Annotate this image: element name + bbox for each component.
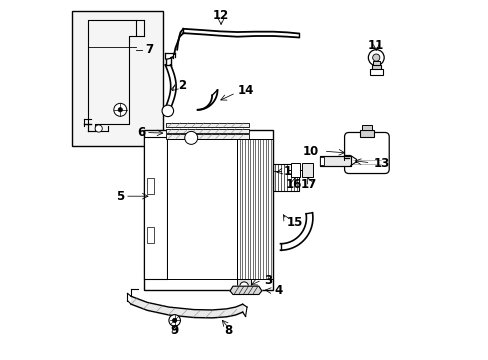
- Text: 16: 16: [285, 178, 302, 191]
- Text: 2: 2: [178, 79, 186, 92]
- Bar: [143, 137, 167, 279]
- Bar: [237, 139, 273, 279]
- Bar: [146, 178, 153, 194]
- Bar: [237, 279, 250, 293]
- Text: 17: 17: [301, 178, 317, 191]
- Text: 12: 12: [213, 9, 229, 22]
- Bar: [143, 130, 273, 290]
- Bar: [361, 125, 371, 130]
- Circle shape: [372, 54, 379, 61]
- Circle shape: [172, 318, 177, 323]
- Bar: [290, 163, 299, 177]
- Bar: [369, 69, 382, 75]
- Bar: [320, 156, 350, 166]
- Bar: [302, 163, 312, 177]
- FancyBboxPatch shape: [344, 132, 388, 174]
- Text: 10: 10: [303, 145, 319, 158]
- Circle shape: [118, 108, 122, 112]
- Circle shape: [239, 282, 248, 291]
- Bar: [273, 164, 298, 191]
- Text: 6: 6: [137, 126, 145, 139]
- Text: 13: 13: [373, 157, 389, 170]
- Text: 15: 15: [285, 216, 302, 229]
- Bar: [166, 123, 249, 127]
- Bar: [372, 61, 379, 66]
- Polygon shape: [230, 286, 261, 294]
- Text: 4: 4: [274, 284, 282, 297]
- Bar: [72, 11, 163, 146]
- Text: 9: 9: [170, 324, 179, 337]
- Bar: [359, 130, 373, 137]
- Circle shape: [367, 50, 384, 66]
- Text: 3: 3: [264, 274, 272, 287]
- Circle shape: [184, 131, 197, 144]
- Text: 7: 7: [145, 43, 153, 56]
- Bar: [166, 129, 249, 133]
- Text: 14: 14: [237, 84, 253, 97]
- Text: 8: 8: [224, 324, 232, 337]
- Bar: [167, 139, 237, 279]
- Circle shape: [95, 125, 102, 132]
- Bar: [320, 157, 324, 165]
- Bar: [320, 156, 350, 166]
- Circle shape: [114, 103, 126, 116]
- Text: 1: 1: [284, 165, 292, 178]
- Circle shape: [162, 105, 173, 117]
- Circle shape: [168, 315, 180, 326]
- Bar: [166, 134, 249, 139]
- Text: 5: 5: [116, 190, 124, 203]
- Text: 11: 11: [367, 39, 384, 52]
- Bar: [146, 227, 153, 243]
- Bar: [371, 65, 380, 70]
